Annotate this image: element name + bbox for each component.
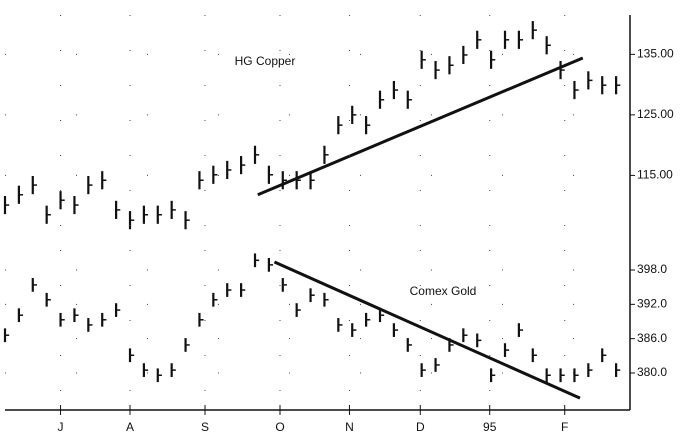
trend-line [273, 260, 581, 400]
y-tick-label: 386.0 [637, 331, 667, 345]
x-tick-label: O [275, 420, 284, 434]
x-tick-label: D [416, 420, 425, 434]
x-tick-label: N [345, 420, 354, 434]
x-tick-label: J [58, 420, 64, 434]
y-tick-label: 135.00 [637, 47, 674, 61]
x-tick-label: A [126, 420, 134, 434]
y-tick-label: 115.00 [637, 168, 673, 182]
annotation: HG Copper [235, 54, 296, 68]
x-tick-label: 95 [483, 420, 497, 434]
annotation: Comex Gold [410, 284, 477, 298]
trend-line [257, 56, 584, 197]
y-tick-label: 398.0 [637, 262, 667, 276]
y-tick-label: 125.00 [637, 107, 674, 121]
y-tick-label: 392.0 [637, 297, 667, 311]
x-tick-label: F [561, 420, 568, 434]
x-tick-label: S [201, 420, 209, 434]
y-tick-label: 380.0 [637, 365, 667, 379]
